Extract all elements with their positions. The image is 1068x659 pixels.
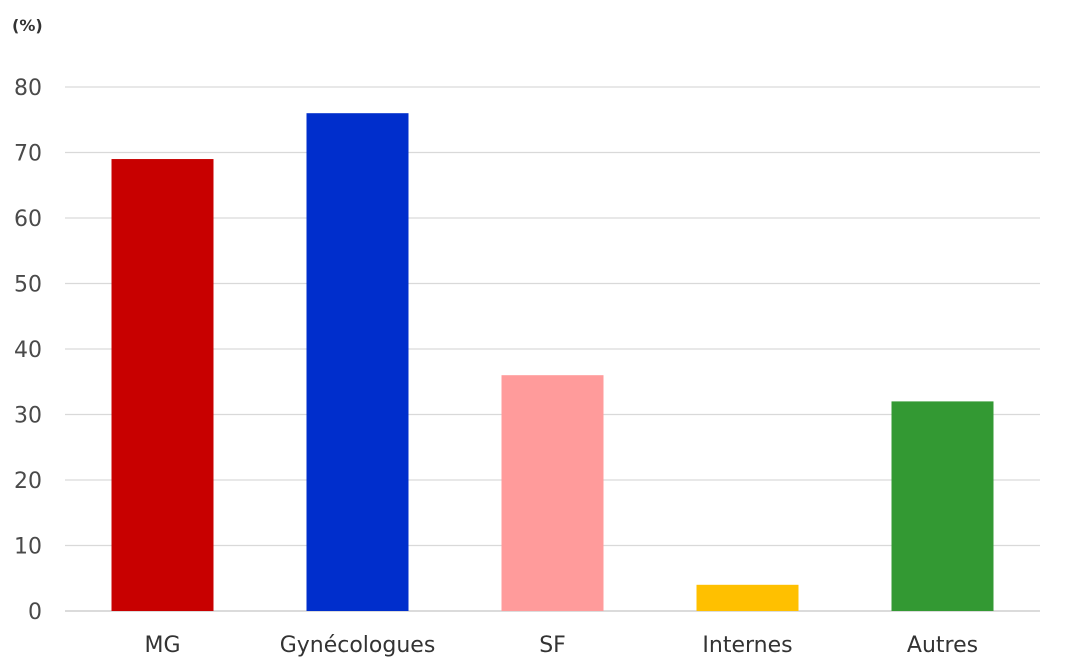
y-tick-label: 40 bbox=[14, 338, 42, 363]
bar-autres bbox=[891, 401, 994, 611]
x-category-label: Internes bbox=[702, 633, 792, 658]
y-tick-label: 70 bbox=[14, 142, 42, 167]
y-tick-label: 80 bbox=[14, 76, 42, 101]
y-axis-unit-label: (%) bbox=[12, 16, 43, 35]
y-tick-label: 10 bbox=[14, 535, 42, 560]
bar-gyn-cologues bbox=[306, 113, 409, 611]
x-category-label: SF bbox=[539, 633, 566, 658]
x-category-label: Gynécologues bbox=[280, 633, 436, 658]
y-tick-label: 50 bbox=[14, 273, 42, 298]
x-category-label: MG bbox=[144, 633, 180, 658]
y-tick-label: 60 bbox=[14, 207, 42, 232]
y-tick-label: 0 bbox=[28, 600, 42, 625]
y-axis-ticks: 0 10 20 30 40 50 60 70 80 bbox=[14, 76, 42, 625]
x-category-label: Autres bbox=[907, 633, 978, 658]
bar-mg bbox=[111, 159, 214, 612]
bar-internes bbox=[696, 584, 799, 611]
y-tick-label: 30 bbox=[14, 404, 42, 429]
gridlines bbox=[65, 86, 1040, 612]
bars bbox=[111, 113, 994, 612]
y-tick-label: 20 bbox=[14, 469, 42, 494]
bar-sf bbox=[501, 375, 604, 611]
x-axis-labels: MG Gynécologues SF Internes Autres bbox=[144, 633, 978, 658]
